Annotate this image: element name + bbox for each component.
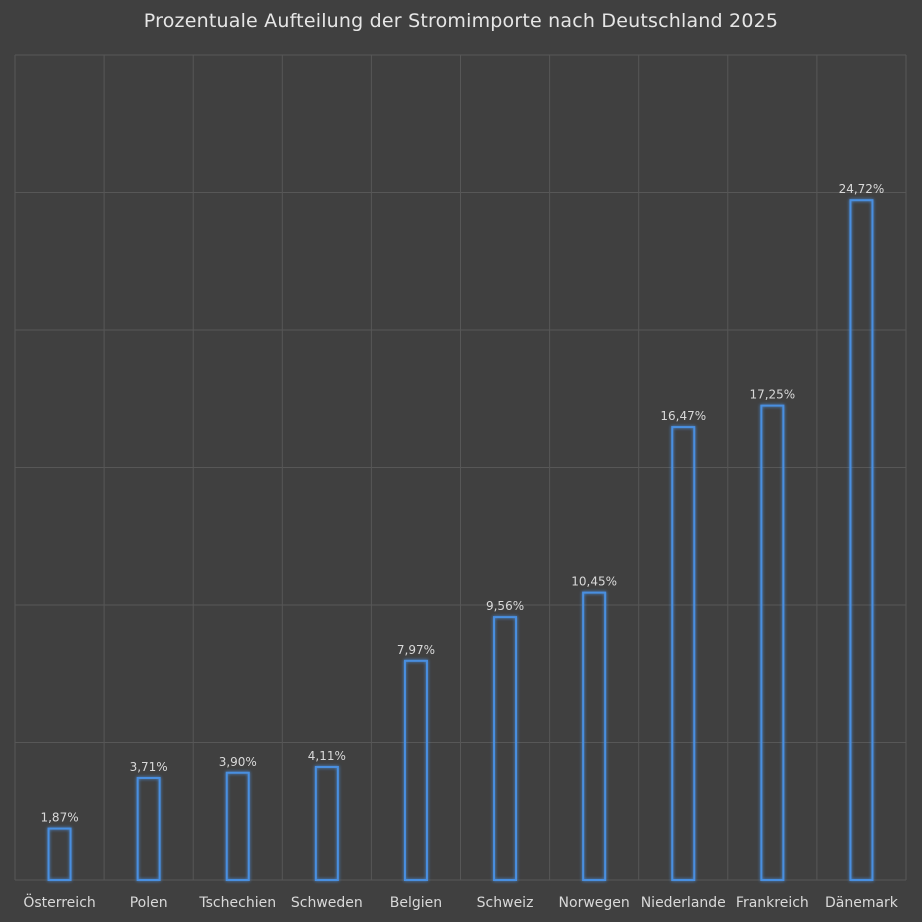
category-label: Frankreich (736, 895, 809, 911)
data-label: 3,90% (219, 755, 257, 769)
data-label: 10,45% (571, 575, 617, 589)
bar (849, 199, 874, 881)
category-label: Schweden (291, 895, 363, 911)
bar (136, 776, 161, 881)
bar (493, 616, 518, 881)
category-label: Österreich (23, 893, 95, 911)
category-label: Polen (130, 895, 168, 911)
data-label: 16,47% (660, 409, 706, 423)
data-labels: 1,87% 3,71% 3,90% 4,11% 7,97% 9,56% 10,45% 16,4… (40, 182, 884, 824)
data-label: 24,72% (839, 182, 885, 196)
bar (760, 404, 785, 881)
grid-lines (14, 54, 907, 881)
category-label: Dänemark (825, 895, 899, 911)
bar (671, 426, 696, 881)
bar (582, 591, 607, 881)
data-label: 7,97% (397, 643, 435, 657)
category-label: Niederlande (641, 895, 726, 911)
category-label: Norwegen (559, 895, 630, 911)
category-label: Belgien (390, 895, 442, 911)
category-label: Schweiz (477, 895, 534, 911)
category-labels: Österreich Polen Tschechien Schweden Belgien… (23, 893, 898, 911)
data-label: 4,11% (308, 749, 346, 763)
data-label: 1,87% (40, 811, 78, 825)
data-label: 17,25% (749, 388, 795, 402)
chart-title: Prozentuale Aufteilung der Stromimporte … (143, 10, 779, 32)
bar (225, 771, 250, 881)
bar (47, 827, 72, 882)
bars (47, 199, 874, 882)
data-label: 3,71% (130, 760, 168, 774)
bar (314, 765, 339, 881)
category-label: Tschechien (198, 895, 276, 911)
bar (403, 659, 428, 882)
data-label: 9,56% (486, 599, 524, 613)
